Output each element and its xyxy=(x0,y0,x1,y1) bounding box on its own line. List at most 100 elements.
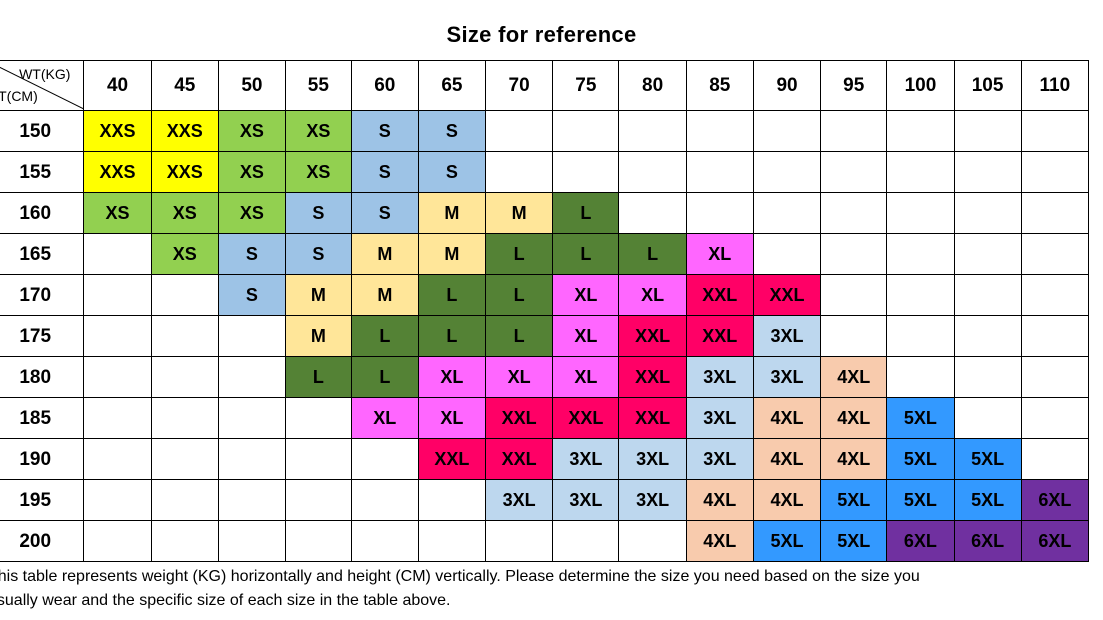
size-cell: M xyxy=(484,192,554,234)
height-header: 190 xyxy=(0,438,85,480)
size-cell xyxy=(618,151,687,193)
size-cell xyxy=(83,274,152,316)
size-cell xyxy=(350,438,419,480)
size-cell xyxy=(886,151,955,193)
weight-header: 60 xyxy=(350,60,419,111)
size-cell xyxy=(1020,233,1090,275)
size-cell: M xyxy=(417,233,487,275)
height-header: 165 xyxy=(0,233,85,275)
size-cell xyxy=(953,151,1022,193)
size-cell: S xyxy=(350,151,419,193)
size-cell: XS xyxy=(217,151,286,193)
size-cell: 5XL xyxy=(886,397,955,439)
table-row: 160 XS XS XS S S M M L xyxy=(0,192,1090,234)
size-cell: 5XL xyxy=(820,520,888,562)
size-cell: L xyxy=(552,233,620,275)
size-cell xyxy=(886,274,955,316)
size-cell xyxy=(685,110,754,152)
weight-header: 70 xyxy=(484,60,554,111)
size-cell: 3XL xyxy=(685,438,754,480)
size-cell xyxy=(417,520,487,562)
size-chart-table: WT(KG) HT(CM) 40455055606570758085909510… xyxy=(0,60,1090,562)
table-row: 155 XXS XXS XS XS S S xyxy=(0,151,1090,193)
size-cell: XL xyxy=(417,356,487,398)
size-cell xyxy=(284,520,352,562)
height-header: 180 xyxy=(0,356,85,398)
weight-header: 75 xyxy=(552,60,620,111)
diagonal-divider xyxy=(0,66,83,110)
size-cell: 3XL xyxy=(752,356,822,398)
height-header: 170 xyxy=(0,274,85,316)
size-cell xyxy=(820,233,888,275)
size-cell: M xyxy=(284,274,352,316)
size-cell: 4XL xyxy=(752,438,822,480)
table-row: 185 XL XL XXL XXL XXL 3XL 4XL 4XL 5XL xyxy=(0,397,1090,439)
size-cell: L xyxy=(350,315,419,357)
size-cell xyxy=(217,356,286,398)
weight-axis-label: WT(KG) xyxy=(19,66,71,82)
size-cell: 5XL xyxy=(886,438,955,480)
size-cell xyxy=(752,110,822,152)
size-cell xyxy=(820,315,888,357)
size-cell xyxy=(217,479,286,521)
size-cell xyxy=(484,110,554,152)
size-cell xyxy=(83,315,152,357)
size-cell xyxy=(820,151,888,193)
size-cell: XXS xyxy=(83,110,152,152)
size-cell xyxy=(417,479,487,521)
size-cell xyxy=(1020,397,1090,439)
size-cell xyxy=(820,274,888,316)
size-cell: L xyxy=(417,315,487,357)
size-cell: L xyxy=(417,274,487,316)
size-cell: XXL xyxy=(484,397,554,439)
table-row: 190 XXL XXL 3XL 3XL 3XL 4XL 4XL 5XL 5XL xyxy=(0,438,1090,480)
size-cell xyxy=(484,151,554,193)
size-cell: XXL xyxy=(484,438,554,480)
size-cell xyxy=(618,520,687,562)
size-cell: XXL xyxy=(752,274,822,316)
size-cell xyxy=(83,397,152,439)
table-row: 195 3XL 3XL 3XL 4XL 4XL 5XL 5XL 5XL 6XL xyxy=(0,479,1090,521)
height-header: 195 xyxy=(0,479,85,521)
size-cell xyxy=(752,233,822,275)
size-cell: 3XL xyxy=(552,479,620,521)
size-cell: S xyxy=(217,274,286,316)
size-cell: XS xyxy=(284,151,352,193)
size-cell: XL xyxy=(552,356,620,398)
size-cell xyxy=(83,438,152,480)
table-row: 200 4XL 5XL 5XL 6XL 6XL 6XL xyxy=(0,520,1090,562)
size-cell: XS xyxy=(284,110,352,152)
size-cell xyxy=(953,356,1022,398)
size-cell xyxy=(1020,192,1090,234)
weight-header: 45 xyxy=(150,60,219,111)
size-cell: XS xyxy=(217,110,286,152)
size-cell: XL xyxy=(618,274,687,316)
weight-header: 55 xyxy=(284,60,352,111)
table-row: 175 M L L L XL XXL XXL 3XL xyxy=(0,315,1090,357)
size-cell: S xyxy=(417,110,487,152)
size-cell xyxy=(1020,151,1090,193)
size-cell xyxy=(886,192,955,234)
size-cell: XXL xyxy=(618,315,687,357)
size-cell: XXS xyxy=(150,151,219,193)
size-cell: 4XL xyxy=(820,438,888,480)
size-cell: S xyxy=(350,110,419,152)
size-cell: S xyxy=(284,192,352,234)
size-cell: 4XL xyxy=(752,397,822,439)
corner-cell: WT(KG) HT(CM) xyxy=(0,60,85,111)
size-cell: 3XL xyxy=(618,479,687,521)
size-cell: L xyxy=(484,233,554,275)
size-cell: 4XL xyxy=(820,356,888,398)
weight-header: 50 xyxy=(217,60,286,111)
size-cell xyxy=(284,397,352,439)
size-cell xyxy=(953,315,1022,357)
size-cell: 6XL xyxy=(886,520,955,562)
weight-header: 65 xyxy=(417,60,487,111)
height-axis-label: HT(CM) xyxy=(0,88,38,104)
size-cell: S xyxy=(284,233,352,275)
size-cell xyxy=(150,520,219,562)
size-cell: L xyxy=(284,356,352,398)
size-cell xyxy=(284,479,352,521)
size-cell: 5XL xyxy=(953,438,1022,480)
size-cell xyxy=(685,151,754,193)
